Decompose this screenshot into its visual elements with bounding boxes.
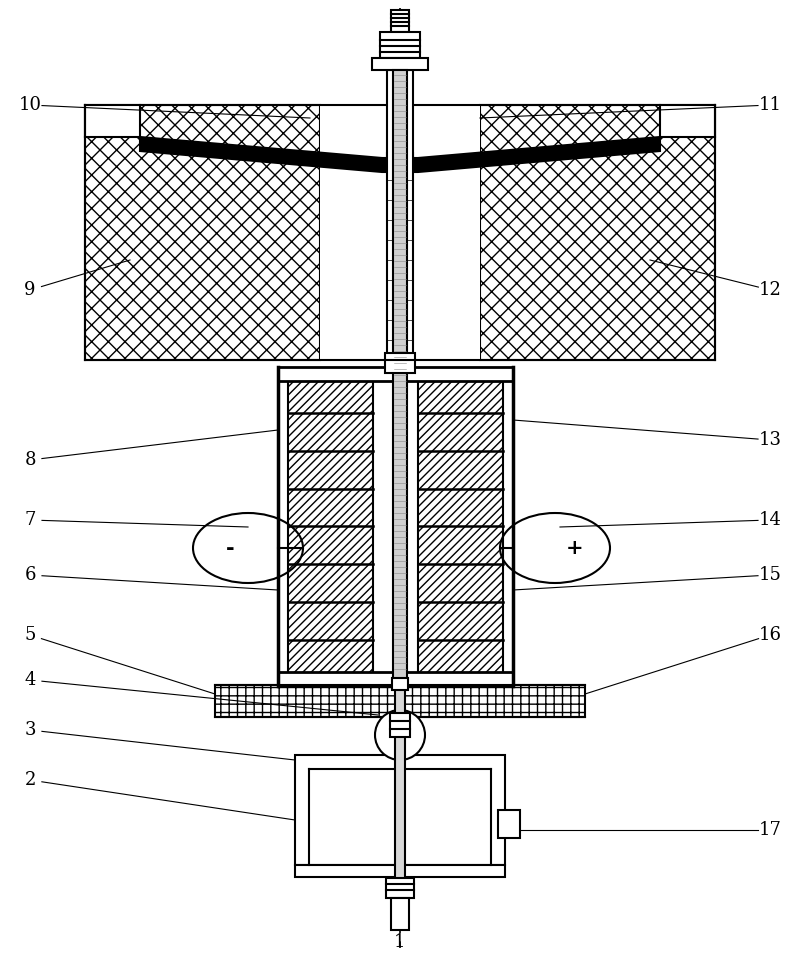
Text: -: - (226, 538, 234, 558)
Bar (215, 685, 585, 717)
Bar (320, 105, 480, 360)
Text: 13: 13 (758, 431, 782, 449)
Text: 17: 17 (758, 821, 782, 839)
Text: 7: 7 (24, 511, 36, 529)
Polygon shape (140, 137, 660, 172)
Text: +: + (566, 538, 584, 558)
Bar (390, 713, 410, 737)
Bar (480, 105, 715, 360)
Bar (391, 10, 409, 32)
Text: 6: 6 (24, 566, 36, 584)
Text: 3: 3 (24, 721, 36, 739)
Bar (85, 105, 320, 360)
Circle shape (375, 710, 425, 760)
Bar (85, 105, 140, 137)
Bar (380, 32, 420, 58)
Text: 16: 16 (758, 626, 782, 644)
Bar (295, 755, 505, 865)
Bar (295, 865, 505, 877)
Bar (278, 367, 513, 381)
Text: 12: 12 (758, 281, 782, 299)
Bar (278, 672, 513, 686)
Text: 2: 2 (24, 771, 36, 789)
Bar (385, 353, 415, 373)
Text: 14: 14 (758, 511, 782, 529)
Text: 9: 9 (24, 281, 36, 299)
Bar (660, 105, 715, 137)
Text: 5: 5 (24, 626, 36, 644)
Bar (372, 58, 428, 70)
Bar (387, 70, 413, 360)
Bar (391, 898, 409, 930)
Text: 11: 11 (758, 96, 782, 114)
Text: 8: 8 (24, 451, 36, 469)
Bar (418, 375, 503, 678)
Text: 1: 1 (394, 933, 406, 951)
Bar (386, 878, 414, 898)
Bar (288, 375, 373, 678)
Bar (395, 660, 405, 910)
Bar (498, 810, 520, 838)
Bar (393, 70, 407, 680)
Text: 4: 4 (24, 671, 36, 689)
Bar (392, 678, 408, 690)
Text: 15: 15 (758, 566, 782, 584)
Text: 10: 10 (18, 96, 42, 114)
